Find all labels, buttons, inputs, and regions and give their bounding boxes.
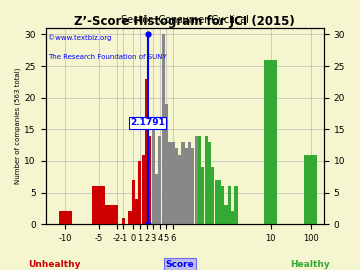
Bar xyxy=(211,167,214,224)
Title: Z’-Score Histogram for JCI (2015): Z’-Score Histogram for JCI (2015) xyxy=(74,15,295,28)
Bar xyxy=(228,186,231,224)
Bar xyxy=(132,180,135,224)
Bar xyxy=(304,155,317,224)
Bar xyxy=(152,129,155,224)
Bar xyxy=(198,136,201,224)
Bar xyxy=(59,211,72,224)
Bar xyxy=(178,155,181,224)
Bar xyxy=(158,136,161,224)
Bar xyxy=(231,211,234,224)
Text: Score: Score xyxy=(166,260,194,269)
Bar xyxy=(171,142,175,224)
Bar xyxy=(155,174,158,224)
Bar xyxy=(115,211,118,224)
Bar xyxy=(192,148,194,224)
Bar xyxy=(208,142,211,224)
Bar xyxy=(92,186,105,224)
Bar xyxy=(122,218,125,224)
Bar xyxy=(175,148,178,224)
Bar xyxy=(105,205,118,224)
Text: Healthy: Healthy xyxy=(290,260,329,269)
Bar xyxy=(145,79,148,224)
Bar xyxy=(215,180,218,224)
Text: 2.1791: 2.1791 xyxy=(130,119,165,127)
Bar xyxy=(225,205,228,224)
Bar xyxy=(168,142,171,224)
Text: Sector: Consumer Cyclical: Sector: Consumer Cyclical xyxy=(121,15,248,25)
Bar xyxy=(162,35,165,224)
Y-axis label: Number of companies (563 total): Number of companies (563 total) xyxy=(15,68,22,184)
Bar xyxy=(135,199,138,224)
Bar xyxy=(201,167,204,224)
Text: ©www.textbiz.org: ©www.textbiz.org xyxy=(48,34,112,41)
Bar xyxy=(218,180,221,224)
Bar xyxy=(221,186,224,224)
Bar xyxy=(148,136,152,224)
Bar xyxy=(265,60,277,224)
Bar xyxy=(188,142,191,224)
Bar xyxy=(185,148,188,224)
Bar xyxy=(165,104,168,224)
Bar xyxy=(141,155,145,224)
Bar xyxy=(234,186,238,224)
Bar xyxy=(138,161,141,224)
Bar xyxy=(195,136,198,224)
Bar xyxy=(204,136,208,224)
Text: The Research Foundation of SUNY: The Research Foundation of SUNY xyxy=(48,54,167,60)
Text: Unhealthy: Unhealthy xyxy=(28,260,80,269)
Bar xyxy=(181,142,185,224)
Bar xyxy=(129,211,131,224)
